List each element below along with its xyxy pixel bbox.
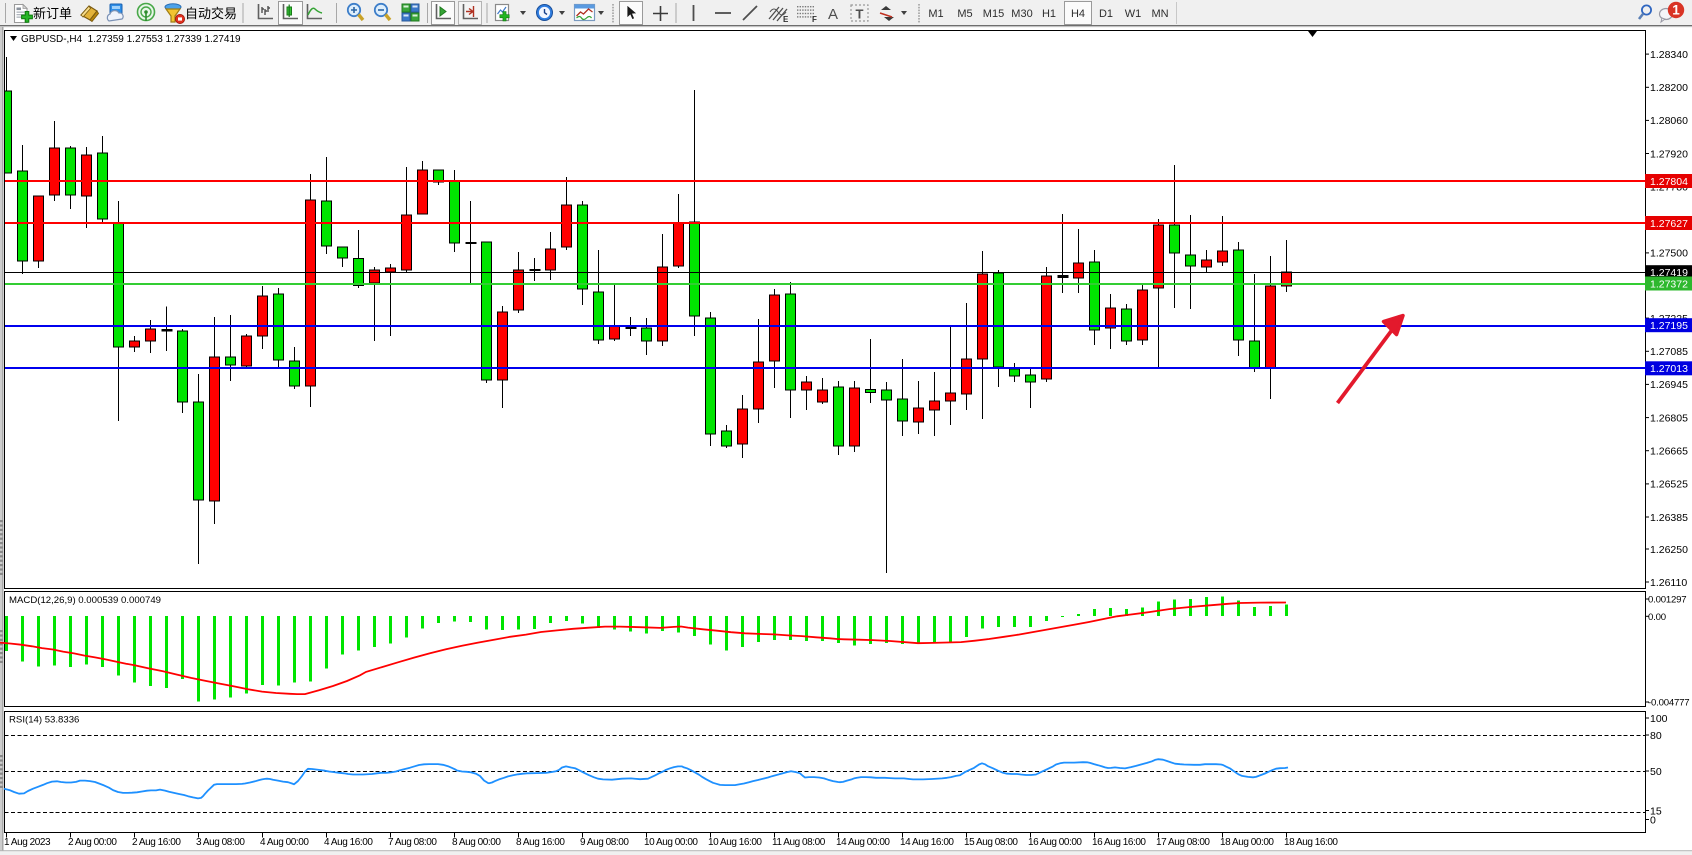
svg-text:E: E bbox=[783, 15, 789, 24]
svg-text:1.26945: 1.26945 bbox=[1650, 379, 1688, 391]
svg-text:16 Aug 16:00: 16 Aug 16:00 bbox=[1092, 837, 1146, 848]
svg-text:1.27627: 1.27627 bbox=[1650, 218, 1688, 230]
svg-text:自动交易: 自动交易 bbox=[185, 6, 237, 21]
svg-text:-0.004777: -0.004777 bbox=[1648, 698, 1689, 709]
svg-text:RSI(14) 53.8336: RSI(14) 53.8336 bbox=[9, 715, 79, 726]
svg-text:11 Aug 08:00: 11 Aug 08:00 bbox=[772, 837, 826, 848]
svg-text:9 Aug 08:00: 9 Aug 08:00 bbox=[580, 837, 629, 848]
svg-text:3 Aug 08:00: 3 Aug 08:00 bbox=[196, 837, 245, 848]
svg-text:1 Aug 2023: 1 Aug 2023 bbox=[4, 837, 51, 848]
svg-text:A: A bbox=[828, 6, 838, 23]
svg-text:M15: M15 bbox=[983, 8, 1004, 20]
svg-text:100: 100 bbox=[1650, 713, 1668, 725]
svg-text:D1: D1 bbox=[1099, 8, 1113, 20]
svg-text:8 Aug 16:00: 8 Aug 16:00 bbox=[516, 837, 565, 848]
svg-text:1.27500: 1.27500 bbox=[1650, 248, 1688, 260]
svg-text:MN: MN bbox=[1151, 8, 1168, 20]
svg-text:1.27013: 1.27013 bbox=[1650, 363, 1688, 375]
svg-text:1.28340: 1.28340 bbox=[1650, 49, 1688, 61]
svg-text:15 Aug 08:00: 15 Aug 08:00 bbox=[964, 837, 1018, 848]
svg-text:80: 80 bbox=[1650, 730, 1662, 742]
svg-text:2 Aug 00:00: 2 Aug 00:00 bbox=[68, 837, 117, 848]
svg-text:1: 1 bbox=[1672, 3, 1680, 18]
svg-text:1.26110: 1.26110 bbox=[1650, 577, 1687, 589]
svg-text:1.26805: 1.26805 bbox=[1650, 412, 1688, 424]
svg-text:1.27920: 1.27920 bbox=[1650, 148, 1688, 160]
svg-text:1.27372: 1.27372 bbox=[1650, 278, 1688, 290]
svg-text:15: 15 bbox=[1650, 805, 1662, 817]
svg-text:0.00: 0.00 bbox=[1648, 612, 1666, 623]
svg-text:F: F bbox=[812, 15, 817, 24]
svg-text:0.001297: 0.001297 bbox=[1648, 595, 1686, 606]
svg-text:M1: M1 bbox=[928, 8, 943, 20]
svg-text:14 Aug 16:00: 14 Aug 16:00 bbox=[900, 837, 954, 848]
svg-text:4 Aug 16:00: 4 Aug 16:00 bbox=[324, 837, 373, 848]
svg-text:GBPUSD-,H4 1.27359 1.27553 1.: GBPUSD-,H4 1.27359 1.27553 1.27339 1.274… bbox=[21, 34, 241, 45]
svg-text:17 Aug 08:00: 17 Aug 08:00 bbox=[1156, 837, 1210, 848]
svg-text:M5: M5 bbox=[957, 8, 972, 20]
svg-text:4 Aug 00:00: 4 Aug 00:00 bbox=[260, 837, 309, 848]
svg-text:1.27085: 1.27085 bbox=[1650, 346, 1688, 358]
svg-text:16 Aug 00:00: 16 Aug 00:00 bbox=[1028, 837, 1082, 848]
svg-text:1.26525: 1.26525 bbox=[1650, 479, 1688, 491]
svg-text:50: 50 bbox=[1650, 766, 1662, 778]
svg-text:1.28060: 1.28060 bbox=[1650, 115, 1688, 127]
svg-text:14 Aug 00:00: 14 Aug 00:00 bbox=[836, 837, 890, 848]
svg-text:M30: M30 bbox=[1011, 8, 1032, 20]
svg-text:7 Aug 08:00: 7 Aug 08:00 bbox=[388, 837, 437, 848]
svg-text:1.27419: 1.27419 bbox=[1650, 267, 1688, 279]
svg-text:18 Aug 16:00: 18 Aug 16:00 bbox=[1284, 837, 1338, 848]
svg-text:10 Aug 00:00: 10 Aug 00:00 bbox=[644, 837, 698, 848]
svg-text:新订单: 新订单 bbox=[33, 6, 72, 21]
svg-text:18 Aug 00:00: 18 Aug 00:00 bbox=[1220, 837, 1274, 848]
svg-text:MACD(12,26,9) 0.000539 0.00074: MACD(12,26,9) 0.000539 0.000749 bbox=[9, 595, 161, 606]
svg-text:2 Aug 16:00: 2 Aug 16:00 bbox=[132, 837, 181, 848]
svg-text:T: T bbox=[856, 7, 864, 22]
svg-text:0: 0 bbox=[1650, 814, 1656, 826]
svg-text:1.28200: 1.28200 bbox=[1650, 82, 1688, 94]
svg-text:1.26665: 1.26665 bbox=[1650, 446, 1688, 458]
svg-text:1.27195: 1.27195 bbox=[1650, 320, 1688, 332]
svg-text:1.27804: 1.27804 bbox=[1650, 176, 1688, 188]
svg-text:10 Aug 16:00: 10 Aug 16:00 bbox=[708, 837, 762, 848]
svg-text:H4: H4 bbox=[1071, 8, 1085, 20]
svg-text:W1: W1 bbox=[1125, 8, 1142, 20]
svg-text:1.26385: 1.26385 bbox=[1650, 512, 1688, 524]
svg-text:8 Aug 00:00: 8 Aug 00:00 bbox=[452, 837, 501, 848]
svg-text:1.26250: 1.26250 bbox=[1650, 544, 1688, 556]
svg-text:H1: H1 bbox=[1042, 8, 1056, 20]
